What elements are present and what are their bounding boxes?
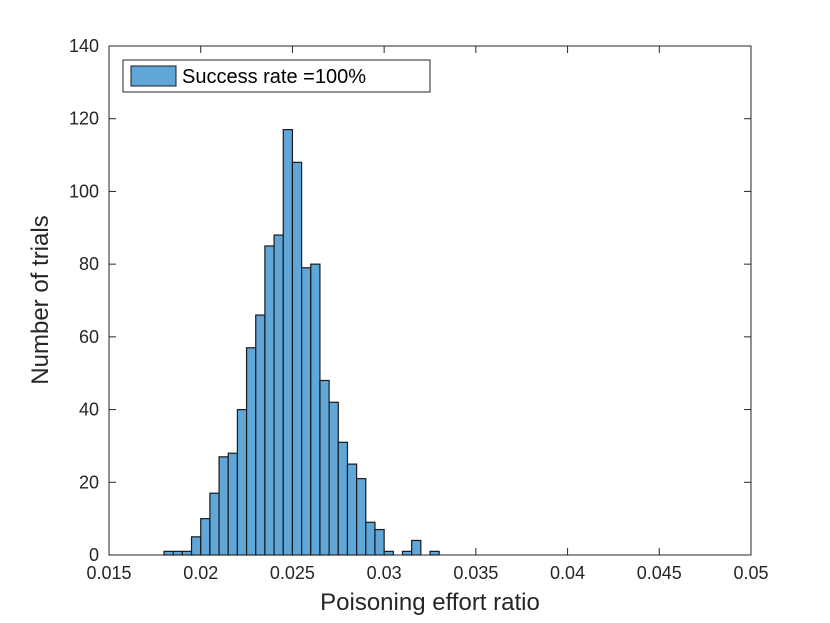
histogram-bar: [319, 379, 330, 556]
histogram-bar: [291, 161, 303, 556]
histogram-bar: [337, 441, 349, 556]
histogram-bar: [236, 408, 248, 556]
y-tick-label: 140: [69, 36, 99, 56]
histogram-bar: [245, 347, 257, 556]
histogram-bar: [181, 550, 193, 556]
histogram-bar: [401, 550, 413, 556]
histogram-bar: [209, 492, 220, 556]
x-tick-label: 0.025: [270, 563, 315, 583]
legend-label: Success rate =100%: [182, 66, 366, 88]
y-tick-label: 20: [79, 472, 99, 492]
histogram-bar: [374, 528, 385, 556]
histogram-bar: [172, 550, 183, 556]
y-tick-label: 120: [69, 109, 99, 129]
x-tick-label: 0.04: [550, 563, 585, 583]
histogram-bar: [282, 129, 294, 556]
histogram-bar: [346, 463, 358, 556]
histogram-bar: [163, 550, 174, 556]
x-axis-ticks: 0.015 0.02 0.025 0.03 0.035 0.04 0.045 0.05: [86, 46, 769, 583]
histogram-bar: [356, 478, 367, 556]
plot-frame: [108, 45, 752, 556]
histogram-bar: [328, 401, 339, 556]
y-tick-label: 0: [89, 545, 99, 565]
x-tick-label: 0.035: [453, 563, 498, 583]
histogram-bar: [200, 518, 211, 556]
y-tick-label: 80: [79, 254, 99, 274]
histogram-bar: [411, 539, 422, 556]
plot-area: [109, 46, 751, 555]
x-axis-label: Poisoning effort ratio: [320, 589, 540, 616]
histogram-bar: [273, 234, 284, 556]
histogram-bars: [163, 129, 440, 556]
histogram-bar: [190, 536, 202, 556]
x-tick-label: 0.05: [733, 563, 768, 583]
x-tick-label: 0.045: [637, 563, 682, 583]
y-tick-label: 40: [79, 400, 99, 420]
histogram-bar: [218, 456, 229, 556]
y-axis-ticks: 0 20 40 60 80 100 120 140: [69, 36, 751, 565]
x-tick-label: 0.03: [367, 563, 402, 583]
legend: Success rate =100%: [122, 59, 431, 93]
x-tick-label: 0.015: [86, 563, 131, 583]
x-tick-label: 0.02: [183, 563, 218, 583]
histogram-bar: [383, 550, 394, 556]
histogram-bar: [310, 263, 321, 556]
y-axis-label: Number of trials: [27, 215, 54, 384]
histogram-bar: [301, 267, 312, 556]
histogram-bar: [227, 452, 238, 556]
histogram-bar: [429, 550, 440, 556]
histogram-bar: [264, 245, 275, 556]
histogram-bar: [255, 314, 266, 556]
y-tick-label: 60: [79, 327, 99, 347]
legend-swatch: [130, 65, 177, 87]
histogram-bar: [365, 521, 376, 556]
y-tick-label: 100: [69, 181, 99, 201]
